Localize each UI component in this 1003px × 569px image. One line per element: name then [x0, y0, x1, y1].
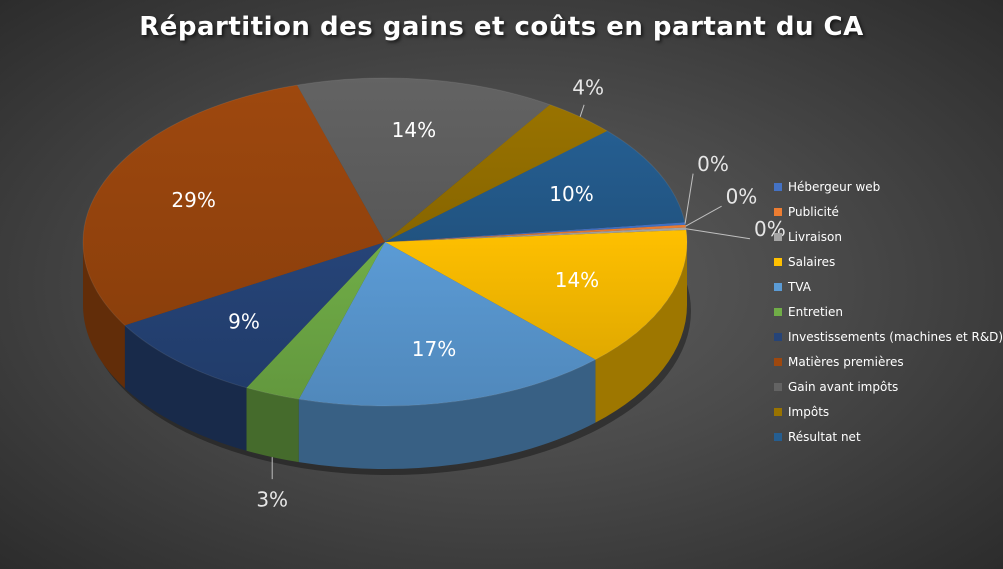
pie-slice-publicit- — [385, 224, 686, 242]
leader-line-9 — [579, 104, 585, 117]
pie-slice-salaires — [385, 230, 687, 360]
legend-label: Salaires — [788, 254, 836, 269]
pie-slice-investissements-machines-et-r-d- — [124, 242, 386, 388]
legend-item: Matières premières — [774, 349, 999, 374]
pie-side-6 — [124, 325, 247, 451]
pie-slice-gain-avant-imp-ts — [297, 78, 550, 243]
legend: Hébergeur web Publicité Livraison Salaires T… — [774, 174, 1003, 449]
chart-title: Répartition des gains et coûts en partan… — [139, 12, 864, 42]
leader-line-1 — [685, 205, 722, 227]
legend-item: Impôts — [774, 399, 999, 424]
data-label-4: 17% — [412, 337, 456, 361]
legend-swatch — [774, 307, 782, 316]
legend-label: Publicité — [788, 204, 839, 219]
pie-side-5 — [246, 387, 299, 463]
legend-item: Hébergeur web — [774, 174, 999, 199]
legend-item: Livraison — [774, 224, 999, 249]
legend-swatch — [774, 182, 782, 191]
legend-label: Impôts — [788, 404, 830, 419]
legend-swatch — [774, 282, 782, 291]
legend-swatch — [774, 207, 782, 216]
data-label-9: 4% — [572, 75, 604, 99]
legend-swatch — [774, 432, 782, 441]
data-label-6: 9% — [228, 310, 260, 334]
legend-item: Résultat net — [774, 424, 999, 449]
legend-item: Gain avant impôts — [774, 374, 999, 399]
data-label-3: 14% — [555, 268, 599, 292]
legend-label: Résultat net — [788, 429, 861, 444]
pie-slice-livraison — [385, 227, 687, 242]
pie-slice-imp-ts — [385, 104, 608, 242]
legend-swatch — [774, 257, 782, 266]
pie-side-7 — [83, 242, 125, 389]
legend-label: Hébergeur web — [788, 179, 881, 194]
pie-slice-mati-res-premi-res — [82, 85, 385, 326]
pie-side-3 — [595, 242, 687, 423]
leader-line-0 — [684, 173, 694, 224]
data-label-1: 0% — [726, 185, 758, 209]
pie-slice-tva — [298, 242, 596, 406]
pie-slice-h-bergeur-web — [385, 222, 686, 242]
legend-swatch — [774, 232, 782, 241]
legend-swatch — [774, 357, 782, 366]
data-label-10: 10% — [549, 182, 593, 206]
legend-label: TVA — [788, 279, 811, 294]
legend-label: Gain avant impôts — [788, 379, 899, 394]
leader-line-2 — [685, 228, 751, 240]
legend-swatch — [774, 382, 782, 391]
pie-top — [82, 78, 687, 406]
legend-item: Publicité — [774, 199, 999, 224]
data-label-7: 29% — [171, 188, 215, 212]
data-label-8: 14% — [392, 118, 436, 142]
legend-label: Investissements (machines et R&D) — [788, 329, 1003, 344]
pie-side-4 — [298, 359, 596, 469]
pie-slice-entretien — [246, 242, 385, 400]
legend-label: Entretien — [788, 304, 843, 319]
legend-swatch — [774, 332, 782, 341]
legend-item: Entretien — [774, 299, 999, 324]
legend-item: Salaires — [774, 249, 999, 274]
data-label-0: 0% — [697, 152, 729, 176]
legend-item: TVA — [774, 274, 999, 299]
pie-sides — [83, 242, 687, 469]
data-labels: 14%17%9%29%14%10%0%0%0%3%4% — [171, 75, 785, 511]
legend-label: Matières premières — [788, 354, 904, 369]
pie-slice-r-sultat-net — [385, 130, 685, 242]
legend-label: Livraison — [788, 229, 842, 244]
data-label-5: 3% — [256, 488, 288, 512]
legend-swatch — [774, 407, 782, 416]
pie-rim — [82, 77, 688, 407]
legend-item: Investissements (machines et R&D) — [774, 324, 1003, 349]
